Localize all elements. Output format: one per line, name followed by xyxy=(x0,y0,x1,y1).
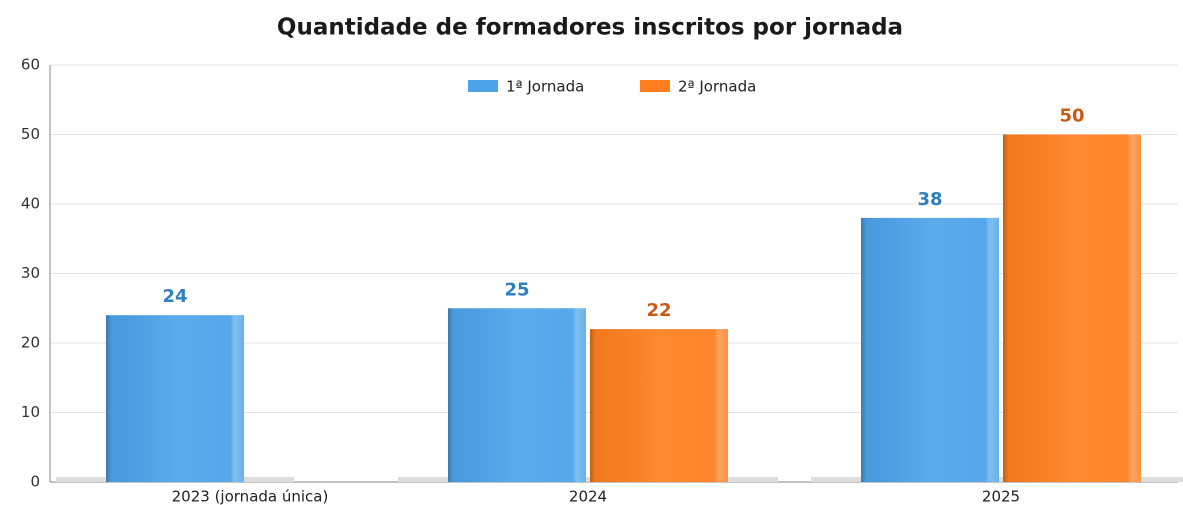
bar-shine xyxy=(106,315,244,482)
value-label: 50 xyxy=(1059,106,1084,127)
x-tick-label: 2024 xyxy=(569,488,607,505)
chart-title: Quantidade de formadores inscritos por j… xyxy=(277,15,903,41)
value-label: 38 xyxy=(917,189,942,210)
legend-label: 1ª Jornada xyxy=(506,78,584,96)
x-tick-label: 2023 (jornada única) xyxy=(172,488,329,505)
y-tick-label: 50 xyxy=(21,125,40,143)
bar-shine xyxy=(448,308,586,482)
y-tick-label: 60 xyxy=(21,56,40,74)
legend-swatch xyxy=(468,80,498,92)
value-label: 25 xyxy=(504,279,529,300)
bar-shine xyxy=(590,329,728,482)
bar-shine xyxy=(861,217,999,482)
y-tick-label: 40 xyxy=(21,195,40,213)
floor-shadow xyxy=(398,477,778,482)
y-tick-label: 20 xyxy=(21,334,40,352)
y-tick-label: 30 xyxy=(21,264,40,282)
legend-swatch xyxy=(640,80,670,92)
value-label: 22 xyxy=(646,300,671,321)
value-label: 24 xyxy=(162,286,187,307)
bar-shine xyxy=(1003,134,1141,482)
y-tick-label: 0 xyxy=(30,473,40,491)
y-tick-label: 10 xyxy=(21,403,40,421)
legend-label: 2ª Jornada xyxy=(678,78,756,96)
x-tick-label: 2025 xyxy=(982,488,1020,505)
